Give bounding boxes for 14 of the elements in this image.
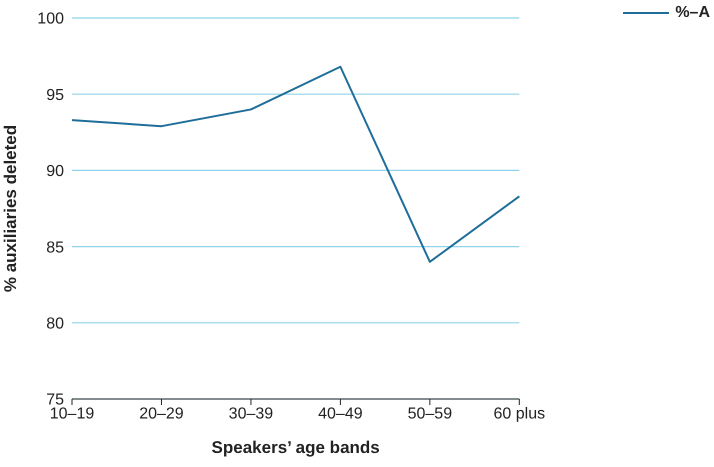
x-tick-label: 40–49 xyxy=(318,405,363,422)
x-tick-label: 30–39 xyxy=(228,405,274,422)
x-axis-title: Speakers’ age bands xyxy=(212,438,380,457)
y-tick-label: 90 xyxy=(46,163,64,180)
x-tick-label: 60 plus xyxy=(494,405,546,422)
y-tick-label: 100 xyxy=(37,10,64,28)
y-axis-title: % auxiliaries deleted xyxy=(1,124,20,292)
line-series xyxy=(71,66,520,263)
x-tick-label: 20–29 xyxy=(139,405,184,422)
y-tick-label: 80 xyxy=(46,315,64,332)
legend-label: %–A xyxy=(675,4,710,22)
y-tick-label: 85 xyxy=(46,239,64,256)
x-tick-label: 50–59 xyxy=(408,405,452,422)
y-tick-label: 95 xyxy=(46,86,64,104)
